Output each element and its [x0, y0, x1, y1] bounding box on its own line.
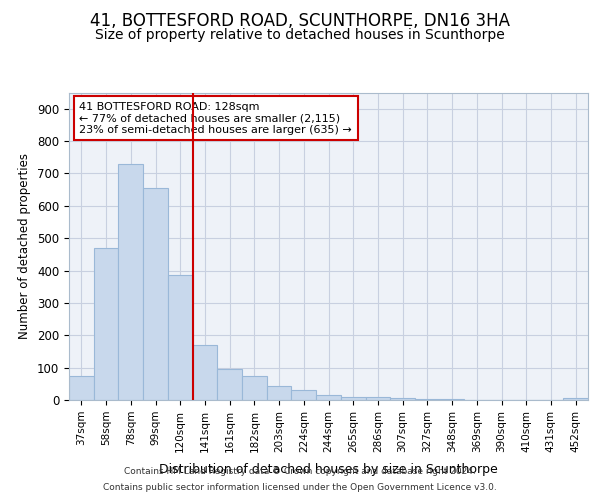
Text: Contains public sector information licensed under the Open Government Licence v3: Contains public sector information licen…: [103, 484, 497, 492]
X-axis label: Distribution of detached houses by size in Scunthorpe: Distribution of detached houses by size …: [159, 463, 498, 476]
Bar: [193, 345, 217, 400]
Bar: [563, 398, 588, 400]
Bar: [94, 248, 118, 400]
Text: Contains HM Land Registry data © Crown copyright and database right 2024.: Contains HM Land Registry data © Crown c…: [124, 467, 476, 476]
Text: 41 BOTTESFORD ROAD: 128sqm
← 77% of detached houses are smaller (2,115)
23% of s: 41 BOTTESFORD ROAD: 128sqm ← 77% of deta…: [79, 102, 352, 135]
Text: 41, BOTTESFORD ROAD, SCUNTHORPE, DN16 3HA: 41, BOTTESFORD ROAD, SCUNTHORPE, DN16 3H…: [90, 12, 510, 30]
Bar: [143, 188, 168, 400]
Bar: [168, 276, 193, 400]
Bar: [341, 397, 365, 400]
Bar: [292, 390, 316, 400]
Bar: [267, 386, 292, 400]
Text: Size of property relative to detached houses in Scunthorpe: Size of property relative to detached ho…: [95, 28, 505, 42]
Bar: [365, 397, 390, 400]
Bar: [69, 376, 94, 400]
Bar: [316, 396, 341, 400]
Y-axis label: Number of detached properties: Number of detached properties: [19, 153, 31, 339]
Bar: [118, 164, 143, 400]
Bar: [217, 368, 242, 400]
Bar: [390, 398, 415, 400]
Bar: [242, 376, 267, 400]
